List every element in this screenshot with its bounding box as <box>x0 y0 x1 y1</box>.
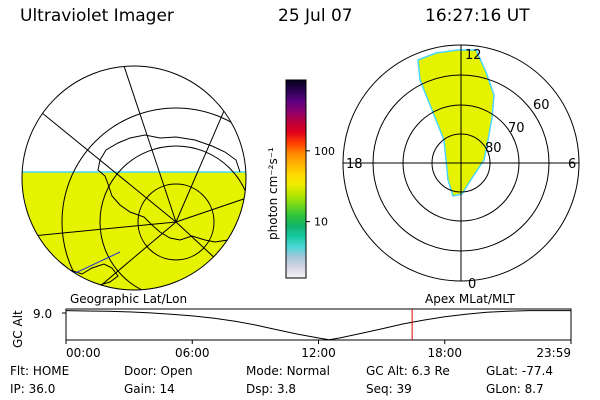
mlt-label-12: 12 <box>465 48 482 63</box>
flight-field: Flt: HOME <box>10 364 70 378</box>
image-time: 16:27:16 UT <box>425 6 530 26</box>
y-axis-label: GC Alt <box>11 310 25 348</box>
uv-emission-region <box>417 49 495 197</box>
y-tick-label: 9.0 <box>33 307 52 321</box>
mlt-label-18: 18 <box>346 157 363 172</box>
geographic-label: Geographic Lat/Lon <box>70 292 187 306</box>
colorbar: 10 100 photon cm⁻²s⁻¹ <box>266 79 335 279</box>
colorbar-gradient <box>285 79 307 279</box>
app-title: Ultraviolet Imager <box>20 6 174 26</box>
magnetic-polar-map: 80 70 60 12 18 6 0 <box>342 44 580 292</box>
uv-emission-region <box>22 171 246 290</box>
altitude-line <box>65 310 571 341</box>
apex-label: Apex MLat/MLT <box>425 292 515 306</box>
x-tick-label: 00:00 <box>66 346 101 360</box>
gc-alt-field: GC Alt: 6.3 Re <box>366 364 450 378</box>
mlt-label-6: 6 <box>568 157 576 172</box>
mlat-label-70: 70 <box>508 121 525 136</box>
map-grid <box>342 44 580 282</box>
colorbar-tick-label: 100 <box>314 145 335 158</box>
glon-field: GLon: 8.7 <box>486 382 544 396</box>
mlt-label-0: 0 <box>468 277 476 292</box>
plot-frame <box>65 308 572 341</box>
door-field: Door: Open <box>124 364 193 378</box>
colorbar-unit-label: photon cm⁻²s⁻¹ <box>266 147 280 240</box>
gain-field: Gain: 14 <box>124 382 175 396</box>
altitude-chart: GC Alt 9.0 00:00 06:00 12:00 18:00 23:59 <box>11 307 572 360</box>
seq-field: Seq: 39 <box>366 382 412 396</box>
glat-field: GLat: -77.4 <box>486 364 553 378</box>
x-tick-label: 12:00 <box>301 346 336 360</box>
mlat-label-80: 80 <box>485 141 502 156</box>
x-tick-label: 06:00 <box>175 346 210 360</box>
x-tick-label: 23:59 <box>536 346 571 360</box>
mlat-label-60: 60 <box>533 98 550 113</box>
colorbar-tick-label: 10 <box>314 216 328 229</box>
x-tick-label: 18:00 <box>427 346 462 360</box>
ip-field: IP: 36.0 <box>10 382 56 396</box>
image-date: 25 Jul 07 <box>278 6 353 26</box>
coastline <box>41 134 241 287</box>
mode-field: Mode: Normal <box>246 364 330 378</box>
dsp-field: Dsp: 3.8 <box>246 382 297 396</box>
geographic-map <box>21 65 247 291</box>
